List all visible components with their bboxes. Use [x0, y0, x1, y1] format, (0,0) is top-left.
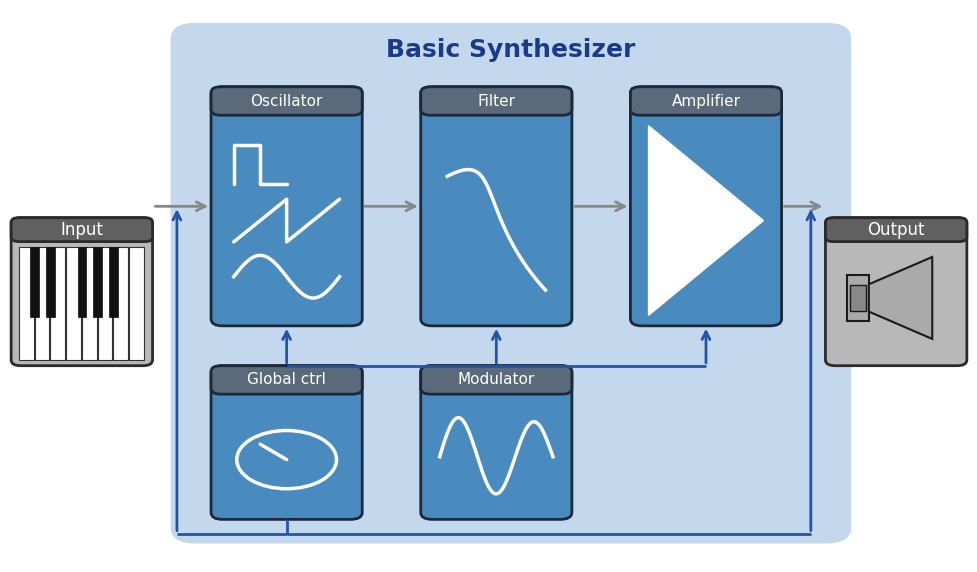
Bar [30, 247, 39, 317]
FancyBboxPatch shape [420, 366, 572, 519]
Bar [108, 247, 117, 317]
FancyBboxPatch shape [420, 87, 572, 326]
FancyBboxPatch shape [825, 218, 966, 366]
FancyBboxPatch shape [420, 366, 572, 394]
Text: Input: Input [61, 221, 104, 239]
Bar [46, 247, 55, 317]
Bar [51, 247, 65, 360]
Bar [421, 366, 571, 394]
Bar [93, 247, 102, 317]
Text: Amplifier: Amplifier [671, 93, 740, 109]
Bar [113, 247, 128, 360]
Text: Oscillator: Oscillator [250, 93, 322, 109]
Bar [421, 87, 571, 115]
Bar [129, 247, 144, 360]
FancyBboxPatch shape [211, 87, 361, 115]
FancyBboxPatch shape [825, 218, 966, 241]
Text: Filter: Filter [477, 93, 515, 109]
FancyBboxPatch shape [420, 87, 572, 115]
Bar [631, 87, 780, 115]
Bar [212, 87, 361, 115]
Bar [846, 275, 868, 321]
Bar [849, 285, 865, 311]
Text: Basic Synthesizer: Basic Synthesizer [386, 38, 635, 62]
FancyBboxPatch shape [11, 218, 152, 366]
Bar [77, 247, 86, 317]
Bar [98, 247, 112, 360]
Bar [66, 247, 81, 360]
FancyBboxPatch shape [211, 366, 361, 394]
Bar [19, 247, 33, 360]
FancyBboxPatch shape [11, 218, 152, 241]
FancyBboxPatch shape [630, 87, 781, 326]
Polygon shape [648, 126, 763, 315]
FancyBboxPatch shape [630, 87, 781, 115]
Bar [212, 366, 361, 394]
FancyBboxPatch shape [172, 24, 849, 542]
Polygon shape [868, 257, 931, 339]
Text: Output: Output [867, 221, 924, 239]
Bar [82, 247, 97, 360]
FancyBboxPatch shape [211, 366, 361, 519]
Text: Global ctrl: Global ctrl [247, 372, 325, 387]
FancyBboxPatch shape [211, 87, 361, 326]
Bar [34, 247, 50, 360]
Text: Modulator: Modulator [457, 372, 534, 387]
